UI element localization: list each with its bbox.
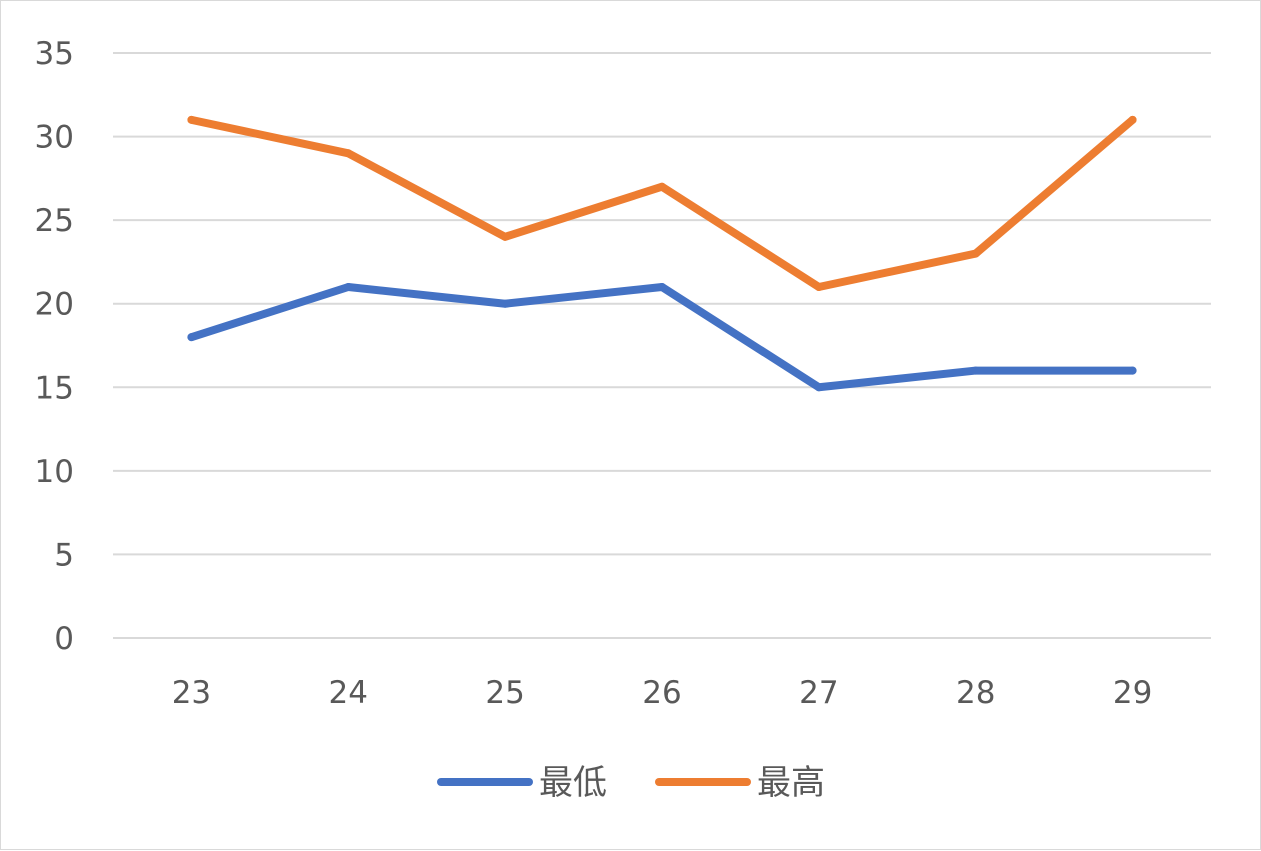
x-tick-label: 27 — [799, 675, 838, 711]
data-point — [1128, 115, 1137, 124]
series-lines — [187, 115, 1137, 392]
y-tick-label: 25 — [35, 203, 74, 239]
series-line-0 — [187, 283, 1137, 392]
x-tick-label: 24 — [329, 675, 368, 711]
y-tick-label: 5 — [54, 537, 74, 573]
data-point — [501, 299, 510, 308]
legend: 最低 最高 — [437, 763, 825, 803]
y-tick-label: 10 — [35, 454, 74, 490]
data-point — [971, 249, 980, 258]
x-tick-label: 26 — [642, 675, 681, 711]
data-point — [501, 232, 510, 241]
y-axis-tick-labels: 0 5 10 15 20 25 30 35 — [35, 36, 74, 657]
data-point — [814, 283, 823, 291]
y-tick-label: 0 — [54, 621, 74, 657]
data-point — [344, 283, 353, 291]
data-point — [814, 383, 823, 392]
data-point — [658, 283, 666, 291]
series-line-1 — [187, 115, 1137, 291]
data-point — [658, 182, 666, 191]
legend-label: 最高 — [757, 763, 825, 803]
x-tick-label: 28 — [956, 675, 995, 711]
y-tick-label: 35 — [35, 36, 74, 72]
x-tick-label: 23 — [172, 675, 211, 711]
data-point — [344, 149, 353, 158]
legend-label: 最低 — [539, 763, 607, 803]
y-tick-label: 20 — [35, 287, 74, 323]
data-point — [187, 115, 196, 124]
x-axis-tick-labels: 23 24 25 26 27 28 29 — [172, 675, 1153, 711]
x-tick-label: 29 — [1113, 675, 1152, 711]
data-point — [187, 333, 196, 342]
y-tick-label: 15 — [35, 370, 74, 406]
data-point — [1128, 366, 1137, 375]
data-point — [971, 366, 980, 375]
x-tick-label: 25 — [485, 675, 524, 711]
y-tick-label: 30 — [35, 120, 74, 156]
